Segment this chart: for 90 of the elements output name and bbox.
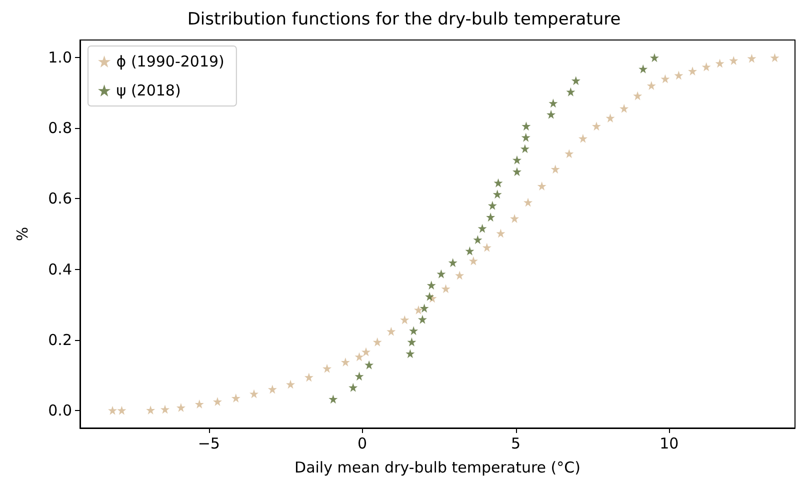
x-tick-label: 5 (510, 434, 521, 452)
point (354, 352, 364, 362)
point (566, 87, 576, 96)
point (372, 337, 382, 346)
point (548, 98, 558, 108)
point (468, 256, 478, 266)
point (512, 155, 522, 164)
y-axis-title: % (14, 226, 32, 242)
point (249, 389, 258, 398)
point (146, 406, 156, 415)
point (520, 144, 530, 154)
point (633, 91, 642, 100)
point (400, 315, 410, 324)
point (354, 372, 364, 381)
point (660, 74, 670, 84)
point (524, 198, 533, 207)
point (348, 382, 358, 392)
point (406, 349, 415, 358)
point (715, 58, 724, 68)
point (386, 326, 396, 336)
x-axis-title: Daily mean dry-bulb temperature (°C) (294, 458, 580, 476)
point (304, 372, 314, 382)
point (606, 113, 615, 122)
point (650, 53, 659, 62)
point (322, 364, 332, 373)
point (496, 228, 506, 238)
point (512, 167, 522, 176)
point (592, 122, 601, 131)
point (194, 400, 204, 409)
point (362, 347, 370, 356)
y-tick-label: 0.0 (48, 401, 72, 420)
point (729, 56, 738, 65)
point (328, 394, 338, 404)
point (108, 406, 118, 415)
y-tick-label: 0.4 (48, 260, 72, 278)
point (441, 284, 450, 294)
x-tick-label: 0 (358, 434, 368, 452)
point (510, 214, 520, 223)
point (620, 104, 629, 113)
point (455, 270, 464, 280)
point (494, 178, 503, 188)
point (414, 305, 423, 314)
point (286, 380, 296, 389)
point (578, 134, 588, 143)
point (409, 326, 418, 336)
point (702, 62, 711, 72)
point (646, 81, 656, 90)
point (212, 397, 222, 406)
point (638, 64, 648, 74)
point (571, 76, 580, 86)
point (522, 122, 531, 131)
point (340, 358, 350, 367)
point (478, 224, 487, 233)
y-tick-label: 1.0 (48, 48, 72, 67)
point (521, 132, 530, 142)
point (420, 304, 429, 313)
point (688, 66, 698, 76)
point (426, 280, 436, 290)
point (117, 406, 126, 415)
point (407, 337, 416, 346)
point (465, 246, 474, 256)
point (770, 53, 780, 62)
y-tick-label: 0.8 (48, 119, 72, 138)
point (160, 404, 170, 414)
point (418, 314, 427, 324)
point (488, 200, 497, 210)
y-tick-label: 0.2 (48, 330, 72, 349)
point (482, 242, 492, 252)
point (486, 212, 496, 222)
point (747, 54, 756, 63)
point (473, 235, 482, 244)
point (436, 269, 446, 278)
y-tick-label: 0.6 (48, 190, 72, 208)
point (448, 258, 458, 268)
point (546, 110, 556, 119)
point (176, 403, 186, 412)
legend-label: ψ (2018) (116, 82, 181, 100)
point (564, 149, 574, 158)
x-tick-label: 10 (660, 434, 679, 452)
point (550, 164, 560, 174)
point (268, 384, 277, 394)
point (537, 182, 546, 191)
point (425, 292, 434, 301)
point (492, 190, 502, 199)
x-tick-label: −5 (198, 434, 220, 452)
point (364, 360, 374, 370)
legend-label: ϕ (1990-2019) (116, 52, 224, 70)
point (674, 70, 684, 80)
point (231, 394, 240, 403)
chart-title: Distribution functions for the dry-bulb temperature (187, 10, 621, 30)
